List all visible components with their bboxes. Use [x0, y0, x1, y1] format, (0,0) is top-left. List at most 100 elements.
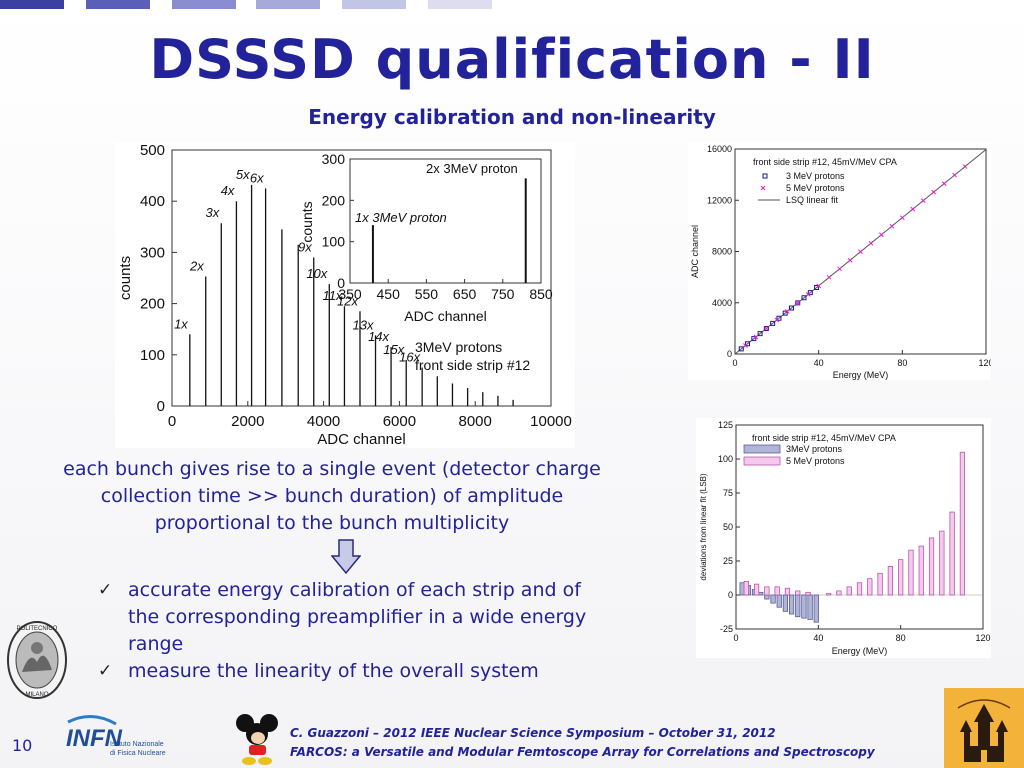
data-point-3mev	[795, 300, 801, 306]
data-point-5mev	[879, 232, 884, 238]
x-tick-label: 40	[813, 633, 823, 643]
top-bar-segment	[428, 0, 492, 9]
deviation-chart: 0 40 80 120 -25 0 25 50 75 100 125 Energy (MeV) devi…	[696, 418, 991, 658]
deviation-bar-5mev	[959, 451, 966, 596]
inset-peak-label-1: 1x 3MeV proton	[355, 210, 447, 225]
legend-square-swatch	[762, 173, 768, 179]
polimi-bottom-text: MILANO	[25, 692, 48, 698]
x-tick-label: 0	[733, 633, 738, 643]
y-tick-label: 8000	[712, 247, 732, 257]
data-point-3mev	[757, 331, 763, 337]
deviation-bar-5mev	[908, 549, 914, 596]
deviation-bar-5mev	[836, 590, 842, 596]
deviation-bar-3mev	[770, 594, 776, 604]
deviation-bar-3mev	[813, 594, 819, 623]
inset-y-axis-label: counts	[299, 201, 315, 242]
y-tick-label: 125	[718, 420, 733, 430]
peak-label: 4x	[221, 183, 235, 198]
deviation-bar-3mev	[801, 594, 807, 619]
y-axis-label: ADC channel	[690, 225, 700, 278]
y-tick-label: 0	[157, 398, 165, 415]
calibration-chart: 0 40 80 120 0 4000 8000 12000 16000 Energy (MeV) A…	[688, 142, 994, 380]
data-point-3mev	[807, 290, 813, 296]
x-tick-label: 10000	[530, 413, 572, 430]
y-tick-label: 12000	[707, 195, 732, 205]
deviation-bar-5mev	[949, 511, 955, 596]
data-point-3mev	[751, 336, 757, 342]
data-point-3mev	[738, 346, 744, 352]
slide-subtitle: Energy calibration and non-linearity	[308, 105, 716, 129]
bullet-text: accurate energy calibration of each stri…	[128, 579, 587, 655]
legend-swatch	[743, 456, 781, 466]
y-tick-label: 0	[727, 349, 732, 359]
peak-label: 13x	[353, 317, 374, 332]
infn-logo: INFN Istituto Nazionale di Fisica Nuclea…	[66, 715, 166, 757]
data-point-5mev	[910, 206, 916, 212]
y-tick-label: 75	[723, 488, 733, 498]
calibration-svg: 0 40 80 120 0 4000 8000 12000 16000 Energy (MeV) A…	[690, 144, 994, 380]
footer-line-1: C. Guazzoni – 2012 IEEE Nuclear Science …	[290, 726, 776, 740]
data-point-5mev	[941, 181, 947, 186]
check-icon: ✓	[98, 580, 113, 600]
y-axis-label: counts	[117, 256, 134, 300]
x-tick-label: 2000	[231, 413, 264, 430]
y-tick-label: -25	[720, 624, 733, 634]
deviation-bar-5mev	[774, 586, 780, 596]
y-tick-label: 25	[723, 556, 733, 566]
top-bar-segment	[256, 0, 320, 9]
deviation-bar-5mev	[753, 583, 760, 596]
deviation-bar-5mev	[795, 590, 801, 596]
polimi-logo: POLITECNICO MILANO	[7, 621, 67, 699]
y-tick-label: 4000	[712, 298, 732, 308]
y-tick-label: 100	[140, 347, 165, 364]
bullet-text: measure the linearity of the overall sys…	[128, 660, 539, 682]
deviation-bar-3mev	[807, 594, 813, 620]
data-point-3mev	[776, 315, 782, 321]
deviation-bar-5mev	[764, 586, 770, 596]
y-tick-label: 200	[140, 296, 165, 313]
inset-x-tick-label: 650	[453, 286, 477, 302]
peak-label: 12x	[337, 293, 358, 308]
data-point-5mev	[764, 326, 769, 331]
data-point-5mev	[826, 274, 832, 280]
legend-title: front side strip #12, 45mV/MeV CPA	[753, 157, 897, 167]
bullet-item: ✓ accurate energy calibration of each st…	[98, 577, 618, 658]
deviation-bar-5mev	[887, 566, 893, 596]
peak-label: 11x	[322, 288, 342, 303]
infn-line2: di Fisica Nucleare	[110, 750, 166, 757]
y-axis-label: deviations from linear fit (LSB)	[699, 473, 708, 580]
deviation-bar-5mev	[877, 572, 883, 596]
x-tick-label: 80	[897, 358, 907, 368]
peak-label: 10x	[306, 266, 327, 281]
data-point-5mev	[858, 249, 863, 255]
x-tick-label: 4000	[307, 413, 340, 430]
data-point-3mev	[782, 310, 788, 316]
deviation-bar-5mev	[898, 559, 904, 596]
peak-label: 6x	[250, 170, 264, 185]
inset-x-axis-label: ADC channel	[404, 308, 487, 324]
deviation-bar-5mev	[805, 591, 811, 596]
x-axis-label: ADC channel	[317, 431, 405, 448]
deviation-bar-5mev	[826, 593, 832, 596]
data-point-5mev	[774, 317, 780, 323]
x-tick-label: 6000	[383, 413, 416, 430]
x-tick-label: 40	[814, 358, 824, 368]
bullet-list: ✓ accurate energy calibration of each st…	[98, 577, 618, 685]
data-point-5mev	[795, 300, 801, 306]
bullet-item: ✓ measure the linearity of the overall s…	[98, 658, 618, 685]
legend-label: 3 MeV protons	[786, 171, 845, 181]
peak-label: 2x	[189, 258, 204, 273]
legend-cross-swatch	[760, 185, 766, 191]
data-point-5mev	[889, 223, 895, 229]
y-tick-label: 16000	[707, 144, 732, 154]
data-point-5mev	[816, 283, 822, 289]
data-point-5mev	[743, 343, 748, 348]
peak-label: 14x	[368, 329, 389, 344]
x-tick-label: 120	[978, 358, 991, 368]
cartoon-mouse-logo	[236, 714, 278, 765]
peak-label: 9x	[298, 240, 312, 255]
x-tick-label: 80	[896, 633, 906, 643]
footer-line-2: FARCOS: a Versatile and Modular Femtosco…	[290, 745, 875, 759]
inset-x-tick-label: 850	[529, 286, 553, 302]
